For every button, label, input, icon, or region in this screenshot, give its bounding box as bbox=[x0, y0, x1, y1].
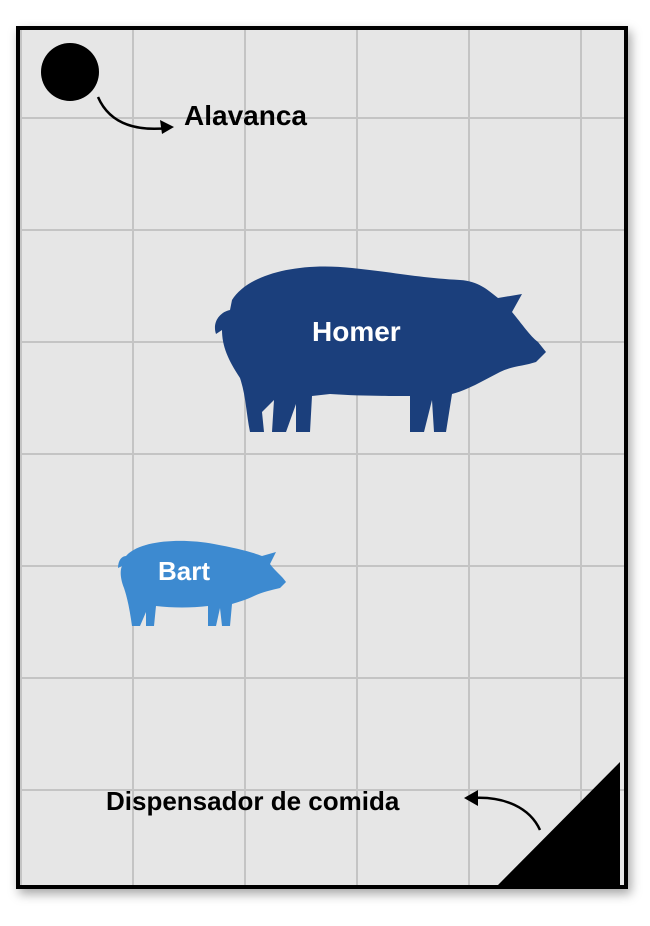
homer-label: Homer bbox=[312, 316, 401, 347]
pen-enclosure bbox=[16, 26, 628, 889]
bart-label: Bart bbox=[158, 556, 211, 586]
feeder-label: Dispensador de comida bbox=[106, 786, 400, 816]
lever-label: Alavanca bbox=[184, 100, 307, 131]
lever-icon bbox=[41, 43, 99, 101]
